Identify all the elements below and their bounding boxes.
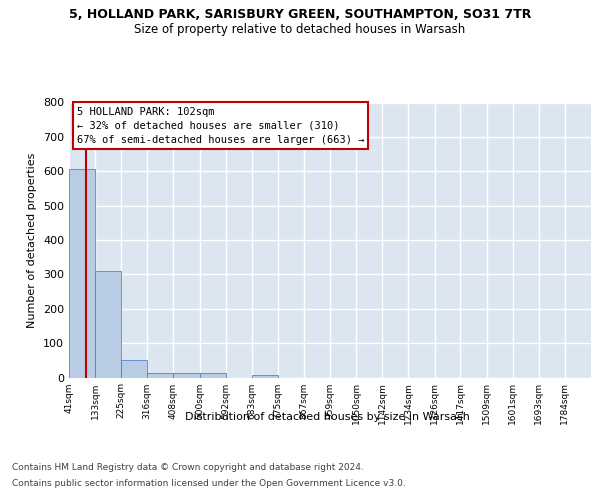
Text: Contains HM Land Registry data © Crown copyright and database right 2024.: Contains HM Land Registry data © Crown c… [12, 462, 364, 471]
Bar [173, 374, 200, 378]
Bar [69, 168, 95, 378]
Bar [147, 374, 173, 378]
Bar [95, 271, 121, 378]
Text: Size of property relative to detached houses in Warsash: Size of property relative to detached ho… [134, 22, 466, 36]
Bar [121, 360, 147, 378]
Text: 5, HOLLAND PARK, SARISBURY GREEN, SOUTHAMPTON, SO31 7TR: 5, HOLLAND PARK, SARISBURY GREEN, SOUTHA… [69, 8, 531, 20]
Text: Distribution of detached houses by size in Warsash: Distribution of detached houses by size … [185, 412, 469, 422]
Text: Contains public sector information licensed under the Open Government Licence v3: Contains public sector information licen… [12, 479, 406, 488]
Text: 5 HOLLAND PARK: 102sqm
← 32% of detached houses are smaller (310)
67% of semi-de: 5 HOLLAND PARK: 102sqm ← 32% of detached… [77, 106, 364, 144]
Bar [251, 375, 278, 378]
Y-axis label: Number of detached properties: Number of detached properties [28, 152, 37, 328]
Bar [200, 374, 226, 378]
